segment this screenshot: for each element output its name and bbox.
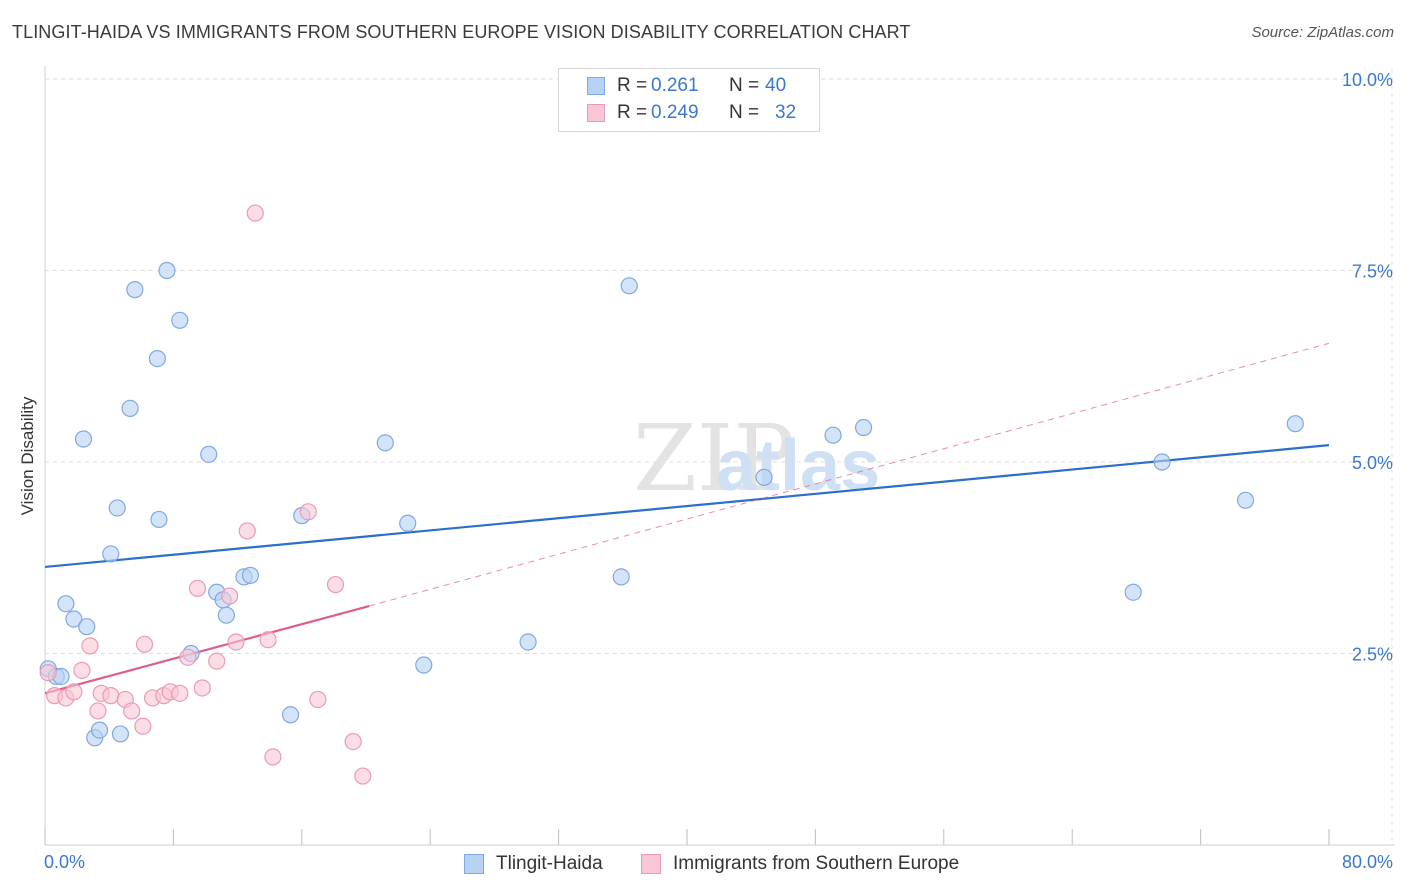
- data-point-series-1: [89, 702, 107, 720]
- data-point-series-0: [1286, 415, 1304, 433]
- r-value: 0.261: [651, 75, 699, 96]
- data-point-series-1: [220, 587, 239, 605]
- data-point-series-0: [1124, 583, 1142, 601]
- trend-line-0: [44, 444, 1330, 569]
- y-tick-label: 10.0%: [1342, 70, 1393, 90]
- watermark-atlas: atlas: [716, 426, 880, 506]
- legend-swatch-southern-europe: [641, 854, 661, 874]
- data-point-series-0: [57, 595, 75, 613]
- n-value: 32: [775, 102, 797, 123]
- source-label: Source: ZipAtlas.com: [1251, 24, 1394, 41]
- legend-label-southern-europe: Immigrants from Southern Europe: [673, 853, 960, 874]
- legend-item-tlingit: Tlingit-Haida: [464, 852, 603, 876]
- data-point-series-1: [259, 631, 277, 649]
- data-point-series-0: [620, 277, 638, 295]
- data-point-series-0: [281, 706, 300, 724]
- data-point-series-0: [65, 610, 83, 628]
- data-point-series-1: [73, 661, 91, 679]
- data-point-series-1: [171, 684, 189, 702]
- data-point-series-1: [81, 637, 99, 655]
- data-point-series-1: [246, 204, 264, 222]
- y-tick-labels: 2.5% 5.0% 7.5% 10.0%: [1342, 70, 1393, 665]
- trend-extension-1: [369, 342, 1330, 607]
- data-point-series-0: [171, 311, 189, 329]
- data-point-series-1: [123, 702, 141, 720]
- x-axis-max-label: 80.0%: [1341, 852, 1393, 872]
- data-point-series-1: [135, 635, 154, 653]
- watermark: ZIP atlas: [633, 405, 880, 512]
- y-tick-label: 2.5%: [1352, 645, 1393, 665]
- data-point-series-0: [158, 261, 176, 280]
- watermark-zip: ZIP: [633, 405, 795, 512]
- data-point-series-0: [217, 606, 235, 624]
- data-point-series-0: [415, 656, 433, 674]
- data-point-series-1: [238, 522, 256, 540]
- data-point-series-1: [102, 687, 120, 705]
- data-point-series-0: [200, 445, 218, 463]
- series-legend: Tlingit-Haida Immigrants from Southern E…: [0, 852, 1406, 876]
- data-point-series-1: [134, 717, 152, 735]
- legend-item-southern-europe: Immigrants from Southern Europe: [641, 852, 959, 876]
- data-point-series-1: [208, 652, 226, 670]
- data-point-series-0: [824, 426, 842, 444]
- y-tick-label: 5.0%: [1352, 453, 1393, 473]
- data-point-series-0: [121, 399, 139, 417]
- data-point-series-1: [344, 732, 362, 751]
- data-point-series-0: [74, 430, 93, 448]
- n-value: 40: [765, 75, 787, 96]
- data-points: [39, 204, 1304, 785]
- data-point-series-0: [854, 418, 873, 437]
- chart-title: TLINGIT-HAIDA VS IMMIGRANTS FROM SOUTHER…: [12, 22, 911, 42]
- data-point-series-0: [755, 468, 773, 486]
- data-point-series-1: [309, 690, 327, 709]
- data-point-series-0: [376, 434, 394, 452]
- data-point-series-0: [150, 510, 168, 529]
- legend-swatch-tlingit: [587, 77, 605, 95]
- data-point-series-0: [1153, 453, 1171, 471]
- data-point-series-1: [188, 579, 207, 597]
- legend-swatch-tlingit: [464, 854, 484, 874]
- data-point-series-1: [39, 664, 57, 682]
- data-point-series-1: [354, 767, 372, 785]
- x-axis-min-label: 0.0%: [44, 852, 86, 872]
- legend-label-tlingit: Tlingit-Haida: [496, 853, 603, 874]
- n-label: N =: [729, 102, 760, 123]
- data-point-series-0: [399, 514, 417, 532]
- data-point-series-1: [326, 575, 345, 594]
- data-point-series-1: [299, 503, 317, 521]
- data-point-series-1: [264, 748, 282, 766]
- legend-swatch-southern-europe: [587, 104, 605, 122]
- data-point-series-0: [78, 618, 96, 636]
- data-point-series-0: [126, 281, 144, 299]
- data-point-series-1: [193, 679, 211, 697]
- data-point-series-1: [179, 648, 197, 666]
- data-point-series-0: [108, 499, 126, 517]
- data-point-series-0: [148, 349, 166, 368]
- data-point-series-0: [111, 725, 130, 743]
- data-point-series-0: [519, 633, 537, 651]
- trend-lines: [44, 342, 1330, 695]
- stats-legend: R = 0.261 N = 40 R = 0.249 N = 32: [558, 68, 820, 132]
- r-value: 0.249: [651, 102, 699, 123]
- data-point-series-0: [1236, 491, 1255, 509]
- data-point-series-0: [612, 568, 630, 586]
- data-point-series-1: [227, 633, 245, 651]
- legend-row-tlingit: R = 0.261 N = 40: [559, 73, 819, 99]
- data-point-series-1: [65, 683, 83, 701]
- n-label: N =: [729, 75, 760, 96]
- data-point-series-0: [102, 545, 120, 563]
- data-point-series-0: [90, 721, 109, 739]
- axes: [44, 66, 1395, 846]
- data-point-series-0: [241, 566, 260, 584]
- legend-row-southern-europe: R = 0.249 N = 32: [559, 100, 819, 126]
- trend-line-1: [44, 604, 370, 695]
- r-label: R =: [617, 75, 648, 96]
- y-tick-label: 7.5%: [1352, 262, 1393, 282]
- r-label: R =: [617, 102, 648, 123]
